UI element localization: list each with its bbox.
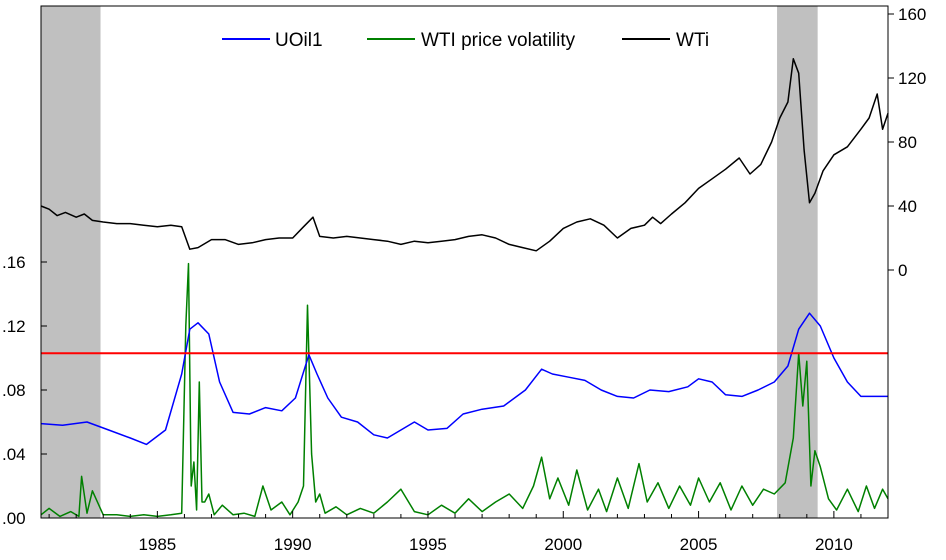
left-tick-label: .00 <box>2 509 26 528</box>
series-line-uoil1 <box>40 312 888 446</box>
series-line-wti-price-volatility <box>40 262 889 518</box>
left-tick-label: .04 <box>2 445 26 464</box>
left-tick-label: .08 <box>2 381 26 400</box>
right-tick-label: 0 <box>898 261 907 280</box>
x-tick-label: 2005 <box>680 535 718 554</box>
left-tick-label: .16 <box>2 253 26 272</box>
recession-shading-layer <box>41 6 818 518</box>
left-tick-label: .12 <box>2 317 26 336</box>
left-axis: .00 .04 .08 .12 .16 <box>2 253 47 528</box>
x-tick-label: 2000 <box>544 535 582 554</box>
right-axis: 0 40 80 120 160 <box>887 5 926 518</box>
x-tick-label: 1995 <box>409 535 447 554</box>
legend-label-uoil1: UOil1 <box>275 30 323 51</box>
legend: UOil1 WTI price volatility WTi <box>222 30 709 51</box>
recession-band-1 <box>41 6 101 518</box>
x-tick-label: 2010 <box>815 535 853 554</box>
x-tick-label: 1985 <box>138 535 176 554</box>
legend-label-wti: WTi <box>676 30 709 51</box>
x-tick-label: 1990 <box>274 535 312 554</box>
series-line-wti <box>40 58 889 252</box>
right-tick-label: 120 <box>898 69 926 88</box>
legend-label-wti-price-volatility: WTI price volatility <box>421 30 576 51</box>
recession-band-2 <box>777 6 818 518</box>
x-axis: 1985 1990 1995 2000 2005 2010 <box>48 511 889 554</box>
right-tick-label: 80 <box>898 133 917 152</box>
right-tick-label: 160 <box>898 5 926 24</box>
series-layer <box>40 58 889 518</box>
plot-area-frame <box>40 5 889 519</box>
right-tick-label: 40 <box>898 197 917 216</box>
